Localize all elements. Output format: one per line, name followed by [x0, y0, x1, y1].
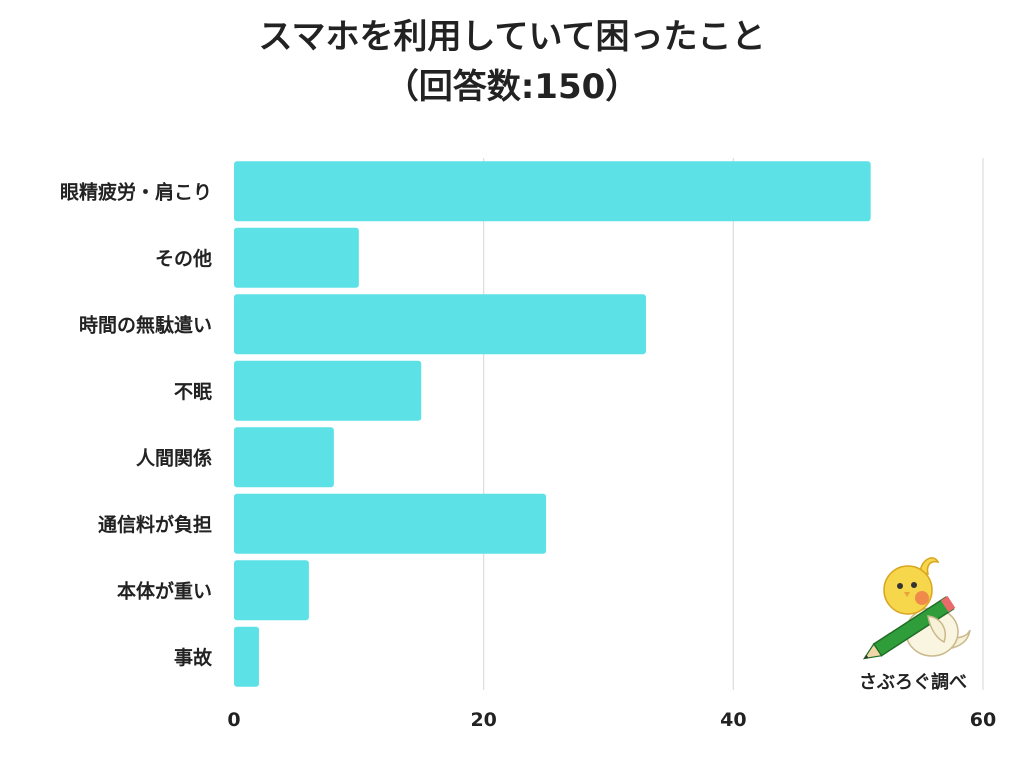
bar	[234, 560, 309, 621]
bars	[234, 161, 871, 687]
category-label: 不眠	[174, 381, 212, 403]
cockatiel-with-pencil-icon	[850, 552, 980, 672]
bar	[234, 427, 334, 488]
bar	[234, 294, 646, 355]
x-tick-label: 40	[720, 709, 746, 731]
category-label: 眼精疲労・肩こり	[60, 180, 212, 203]
chart-subtitle: （回答数:150）	[384, 67, 640, 107]
bar	[234, 227, 359, 288]
category-label: 時間の無駄遣い	[79, 313, 212, 336]
bar	[234, 161, 871, 222]
bar	[234, 360, 422, 421]
bar	[234, 626, 259, 687]
x-tick-label: 60	[970, 709, 996, 731]
gridlines	[483, 158, 984, 690]
x-tick-label: 20	[470, 709, 496, 731]
chart-title-block: スマホを利用していて困ったこと （回答数:150）	[0, 12, 1024, 112]
category-label: 本体が重い	[117, 579, 212, 602]
category-label: 人間関係	[136, 446, 212, 469]
x-tick-label: 0	[227, 709, 240, 731]
bar	[234, 493, 547, 554]
chart-title: スマホを利用していて困ったこと	[258, 17, 766, 57]
category-label: 通信料が負担	[98, 513, 212, 536]
x-tick-labels: 0 20 40 60	[227, 709, 996, 731]
category-label: その他	[155, 247, 212, 270]
category-label: 事故	[174, 646, 213, 669]
source-credit: さぶろぐ調べ	[859, 672, 967, 693]
